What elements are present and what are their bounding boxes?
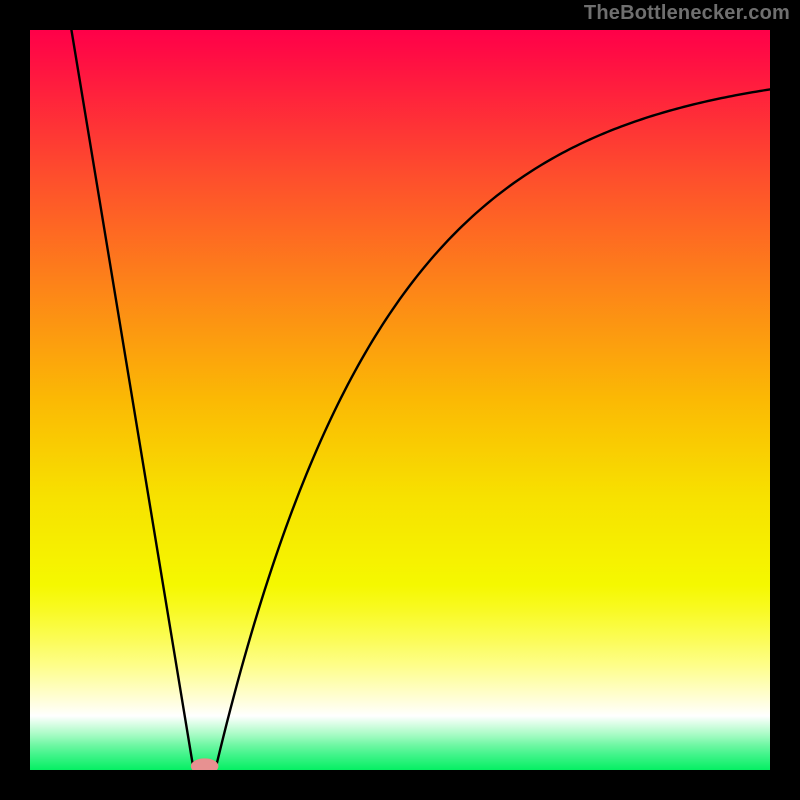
frame (0, 0, 800, 30)
frame (0, 770, 800, 800)
plot-background (30, 30, 770, 770)
frame (770, 0, 800, 800)
frame (0, 0, 30, 800)
bottleneck-chart (0, 0, 800, 800)
